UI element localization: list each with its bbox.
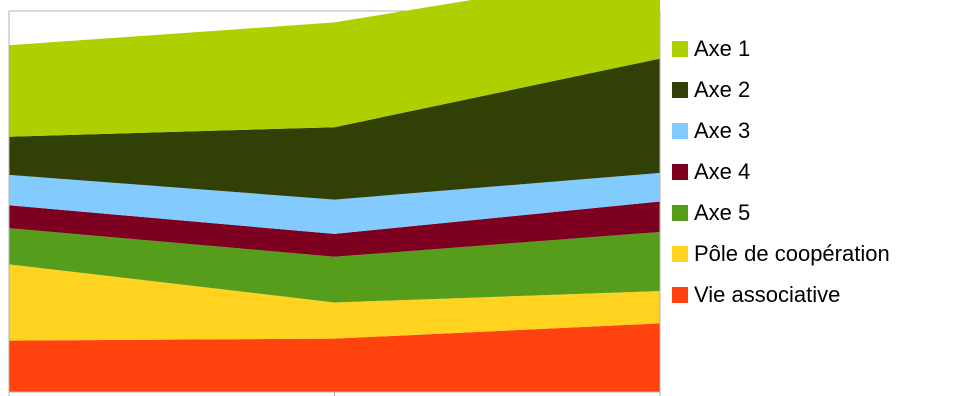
legend-label: Axe 5 (694, 199, 751, 225)
legend-label: Pôle de coopération (694, 240, 890, 266)
legend-swatch (672, 122, 688, 139)
legend-swatch (672, 204, 688, 221)
area-axe-5 (9, 228, 660, 303)
legend-swatch (672, 81, 688, 98)
legend-swatch (672, 163, 688, 180)
legend: Axe 1 Axe 2 Axe 3 Axe 4 Axe 5 Pôle de co… (672, 28, 890, 315)
area-axe-1 (9, 0, 660, 137)
legend-swatch (672, 40, 688, 57)
legend-item-axe-4: Axe 4 (672, 151, 890, 192)
axes (8, 11, 661, 396)
legend-item-axe-5: Axe 5 (672, 192, 890, 233)
legend-label: Axe 4 (694, 158, 751, 184)
legend-item-axe-3: Axe 3 (672, 110, 890, 151)
legend-swatch (672, 286, 688, 303)
legend-label: Vie associative (694, 281, 841, 307)
legend-item-vie-associative: Vie associative (672, 274, 890, 315)
legend-label: Axe 1 (694, 35, 751, 61)
legend-item-pole-de-cooperation: Pôle de coopération (672, 233, 890, 274)
legend-item-axe-1: Axe 1 (672, 28, 890, 69)
area-axe-2 (9, 58, 660, 200)
area-axe-3 (9, 172, 660, 234)
legend-label: Axe 2 (694, 76, 751, 102)
legend-item-axe-2: Axe 2 (672, 69, 890, 110)
legend-swatch (672, 245, 688, 262)
legend-label: Axe 3 (694, 117, 751, 143)
area-vie-associative (9, 323, 660, 392)
area-series (9, 0, 660, 392)
area-axe-4 (9, 201, 660, 257)
